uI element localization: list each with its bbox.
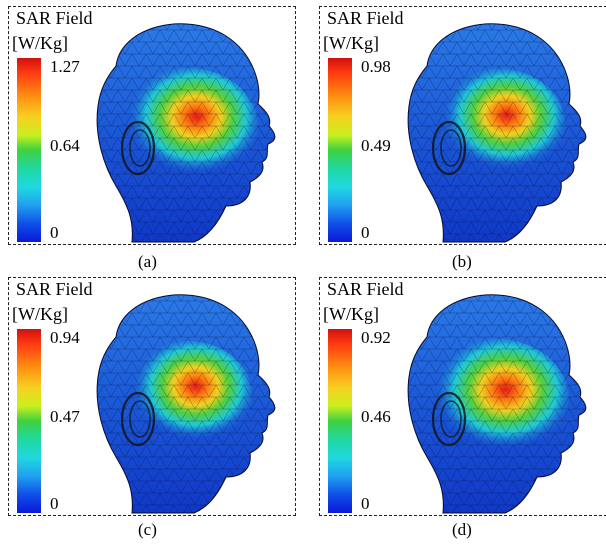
sar-panel-c: SAR Field [W/Kg] 0.94 0.47 0 xyxy=(8,277,296,516)
colorbar-unit: [W/Kg] xyxy=(12,33,68,53)
colorbar-mid-label: 0.49 xyxy=(361,136,391,155)
colorbar xyxy=(17,329,41,513)
caption-c: (c) xyxy=(138,520,157,539)
caption-a: (a) xyxy=(138,252,157,271)
sar-panel-d: SAR Field [W/Kg] 0.92 0.46 0 xyxy=(319,277,606,516)
dashed-frame xyxy=(319,277,606,516)
colorbar-mid-label: 0.47 xyxy=(50,407,80,426)
colorbar-unit: [W/Kg] xyxy=(12,304,68,324)
head-model-icon xyxy=(387,277,606,516)
dashed-frame xyxy=(319,6,606,245)
colorbar-title: SAR Field xyxy=(327,279,404,299)
sar-panel-b: SAR Field [W/Kg] 0.98 0.49 0 xyxy=(319,6,606,245)
head-model-icon xyxy=(76,277,296,516)
colorbar-max-label: 1.27 xyxy=(50,57,80,76)
colorbar-unit: [W/Kg] xyxy=(323,33,379,53)
colorbar-mid-label: 0.64 xyxy=(50,136,80,155)
colorbar-max-label: 0.94 xyxy=(50,328,80,347)
head-model-icon xyxy=(76,6,296,245)
dashed-frame xyxy=(8,277,296,516)
sar-panel-a: SAR Field [W/Kg] 1.27 0.64 0 xyxy=(8,6,296,245)
colorbar-max-label: 0.92 xyxy=(361,328,391,347)
colorbar-title: SAR Field xyxy=(16,8,93,28)
head-model-icon xyxy=(387,6,606,245)
colorbar-max-label: 0.98 xyxy=(361,57,391,76)
colorbar-unit: [W/Kg] xyxy=(323,304,379,324)
colorbar-min-label: 0 xyxy=(50,494,59,513)
colorbar xyxy=(328,58,352,242)
colorbar xyxy=(17,58,41,242)
caption-b: (b) xyxy=(452,252,472,271)
colorbar-min-label: 0 xyxy=(361,494,370,513)
colorbar-min-label: 0 xyxy=(50,223,59,242)
colorbar-title: SAR Field xyxy=(16,279,93,299)
colorbar xyxy=(328,329,352,513)
colorbar-title: SAR Field xyxy=(327,8,404,28)
colorbar-mid-label: 0.46 xyxy=(361,407,391,426)
caption-d: (d) xyxy=(452,520,472,539)
colorbar-min-label: 0 xyxy=(361,223,370,242)
dashed-frame xyxy=(8,6,296,245)
